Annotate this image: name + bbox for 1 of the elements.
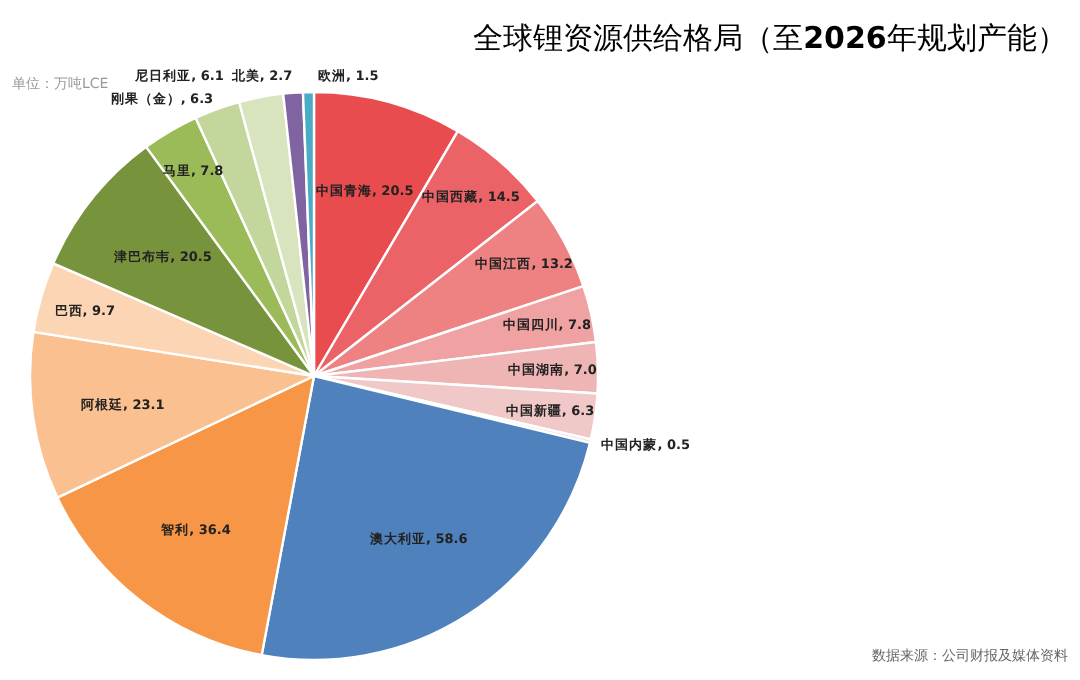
text: 全球锂资源供给格局（至2026年规划产能） xyxy=(473,20,1067,56)
